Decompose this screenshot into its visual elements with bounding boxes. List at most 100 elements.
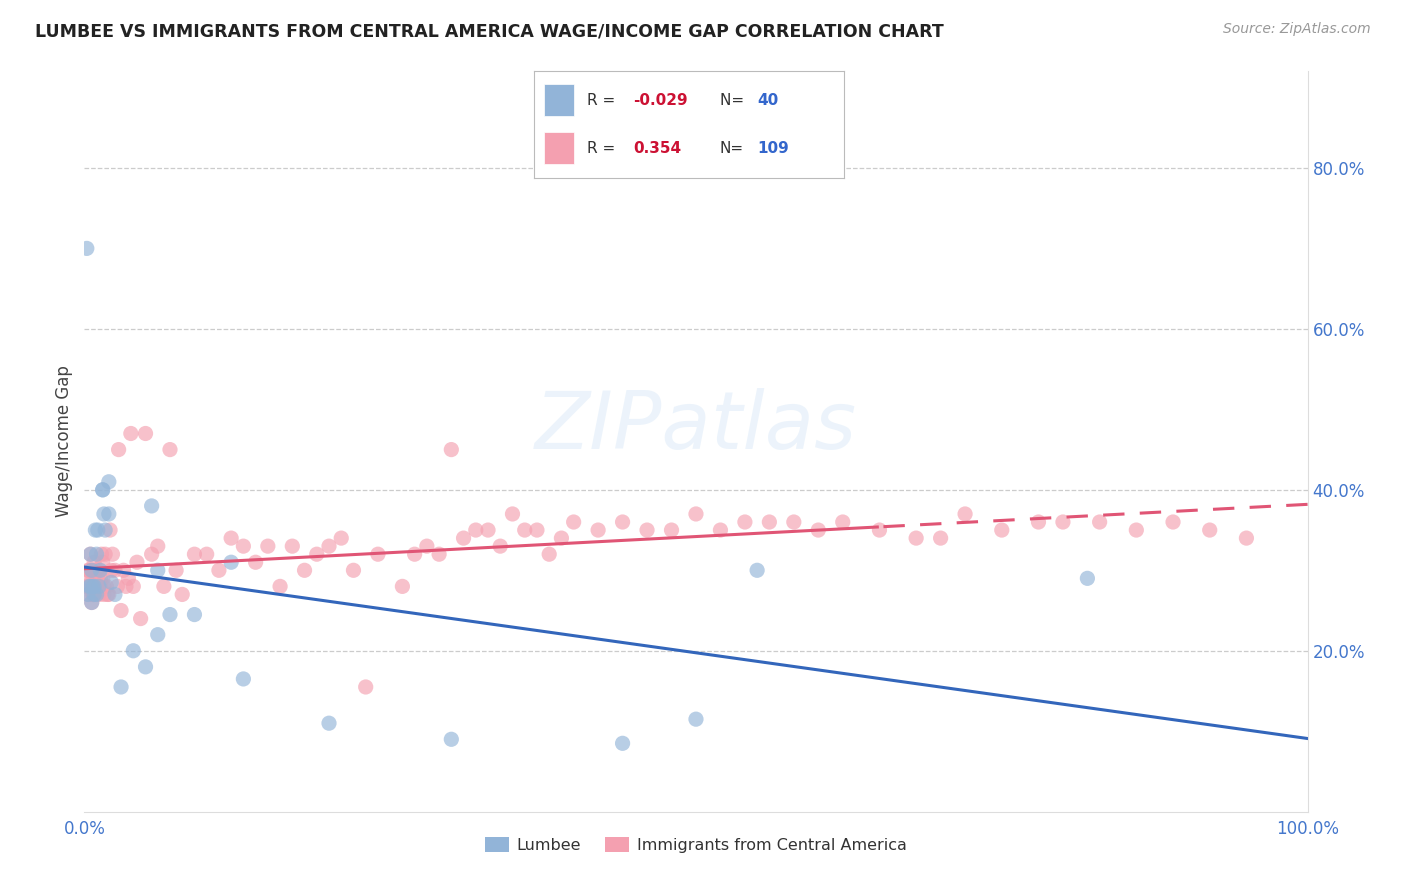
Point [93, 507, 115, 521]
Text: 0.354: 0.354 [633, 141, 682, 156]
Point [83, 587, 105, 601]
Point [117, 571, 139, 585]
Point [232, 539, 254, 553]
Point [612, 515, 634, 529]
Point [747, 563, 769, 577]
Point [183, 607, 205, 622]
Point [110, 603, 132, 617]
Point [146, 628, 169, 642]
Point [586, 523, 609, 537]
Point [77, 579, 100, 593]
Point [77, 587, 100, 601]
Point [87, 579, 110, 593]
Text: N=: N= [720, 93, 749, 108]
Point [208, 563, 231, 577]
Point [97, 587, 120, 601]
Point [905, 531, 928, 545]
Point [330, 531, 353, 545]
Point [80, 563, 103, 577]
Point [1236, 531, 1258, 545]
Point [538, 547, 561, 561]
Point [76, 241, 98, 255]
Point [562, 515, 585, 529]
Point [87, 579, 110, 593]
Point [87, 563, 110, 577]
Text: -0.029: -0.029 [633, 93, 688, 108]
Point [783, 515, 806, 529]
Point [86, 547, 108, 561]
Point [440, 732, 463, 747]
Y-axis label: Wage/Income Gap: Wage/Income Gap [55, 366, 73, 517]
Point [91, 483, 114, 497]
Point [612, 736, 634, 750]
Point [89, 571, 111, 585]
Point [79, 547, 101, 561]
Point [195, 547, 218, 561]
Legend: Lumbee, Immigrants from Central America: Lumbee, Immigrants from Central America [478, 830, 914, 859]
Text: R =: R = [586, 141, 620, 156]
Point [477, 523, 499, 537]
Point [91, 483, 114, 497]
Point [97, 587, 120, 601]
Point [1076, 571, 1098, 585]
Text: 40: 40 [756, 93, 779, 108]
Point [122, 579, 145, 593]
Point [734, 515, 756, 529]
Point [427, 547, 450, 561]
Text: ZIPatlas: ZIPatlas [534, 388, 858, 466]
Point [94, 523, 117, 537]
Point [318, 716, 340, 731]
Point [294, 563, 316, 577]
Point [107, 442, 129, 457]
Point [318, 539, 340, 553]
Point [257, 539, 280, 553]
Point [79, 579, 101, 593]
Point [550, 531, 572, 545]
Point [82, 587, 104, 601]
Point [97, 507, 120, 521]
Point [115, 579, 138, 593]
Point [159, 442, 181, 457]
Point [135, 426, 157, 441]
Point [93, 587, 115, 601]
Point [91, 571, 114, 585]
Point [82, 571, 104, 585]
Text: Source: ZipAtlas.com: Source: ZipAtlas.com [1223, 22, 1371, 37]
Point [758, 515, 780, 529]
Point [502, 507, 524, 521]
Point [929, 531, 952, 545]
Point [86, 587, 108, 601]
Point [80, 595, 103, 609]
Point [96, 579, 118, 593]
Point [77, 563, 100, 577]
Point [391, 579, 413, 593]
Point [83, 587, 105, 601]
Text: 109: 109 [756, 141, 789, 156]
Point [1028, 515, 1050, 529]
Point [232, 672, 254, 686]
Point [685, 507, 707, 521]
Point [87, 587, 110, 601]
Point [661, 523, 683, 537]
Point [219, 555, 242, 569]
Text: N=: N= [720, 141, 744, 156]
Point [94, 547, 117, 561]
Point [1198, 523, 1220, 537]
Point [125, 555, 148, 569]
Point [76, 571, 98, 585]
FancyBboxPatch shape [544, 132, 575, 164]
Point [87, 523, 110, 537]
Point [89, 579, 111, 593]
Point [141, 499, 163, 513]
Point [129, 611, 152, 625]
Point [84, 587, 107, 601]
Point [84, 523, 107, 537]
Point [1088, 515, 1111, 529]
Point [97, 475, 120, 489]
Point [82, 587, 104, 601]
Point [84, 563, 107, 577]
Point [110, 680, 132, 694]
Point [807, 523, 830, 537]
Point [953, 507, 976, 521]
Point [87, 571, 110, 585]
